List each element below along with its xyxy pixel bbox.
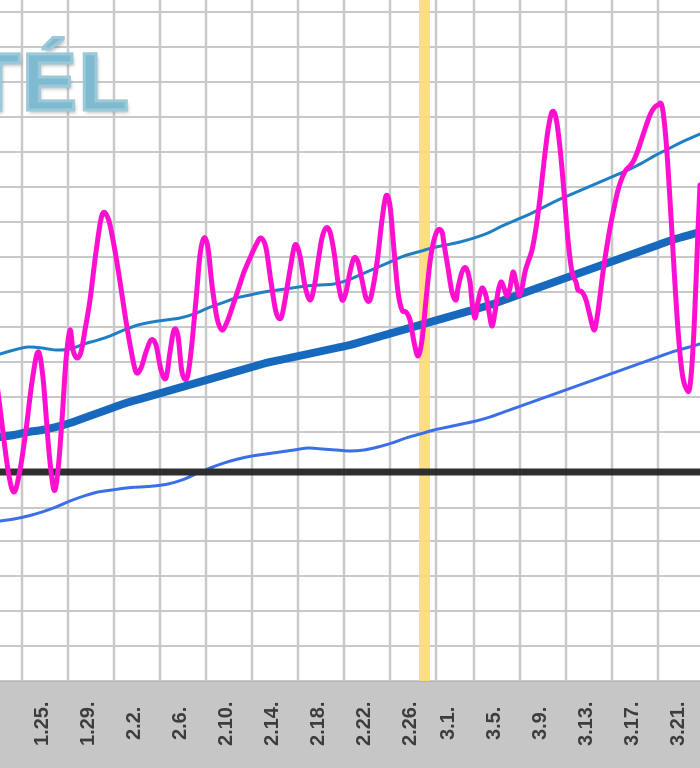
x-tick-label: 3.9. [529, 706, 551, 741]
watermark-text: TÉL [0, 36, 131, 130]
x-tick-label: 2.2. [123, 706, 145, 741]
x-tick-label: 3.13. [575, 701, 597, 746]
x-tick-label: 2.6. [169, 706, 191, 741]
highlight-band-annotation [419, 0, 430, 681]
x-tick-label: 2.26. [399, 701, 421, 746]
x-tick-label: 2.18. [307, 701, 329, 746]
series-line-lower-band [0, 342, 700, 523]
x-tick-label: 3.1. [437, 706, 459, 741]
series-line-daily-values [0, 100, 700, 495]
x-tick-label: 3.21. [667, 701, 689, 746]
series-layer [0, 100, 700, 523]
x-tick-label: 1.29. [77, 701, 99, 746]
x-tick-label: 2.22. [353, 701, 375, 746]
series-line-center-trend [0, 228, 700, 441]
x-tick-label: 2.14. [261, 701, 283, 746]
x-tick-label: 3.17. [621, 701, 643, 746]
plot-area: TÉL [0, 0, 700, 681]
x-tick-label: 3.5. [483, 706, 505, 741]
x-tick-label: 2.10. [215, 701, 237, 746]
x-tick-label: 1.25. [31, 701, 53, 746]
x-axis: 1.25. 1.29. 2.2. 2.6. 2.10. 2.14. 2.18. 2.22. 2.… [0, 681, 700, 768]
